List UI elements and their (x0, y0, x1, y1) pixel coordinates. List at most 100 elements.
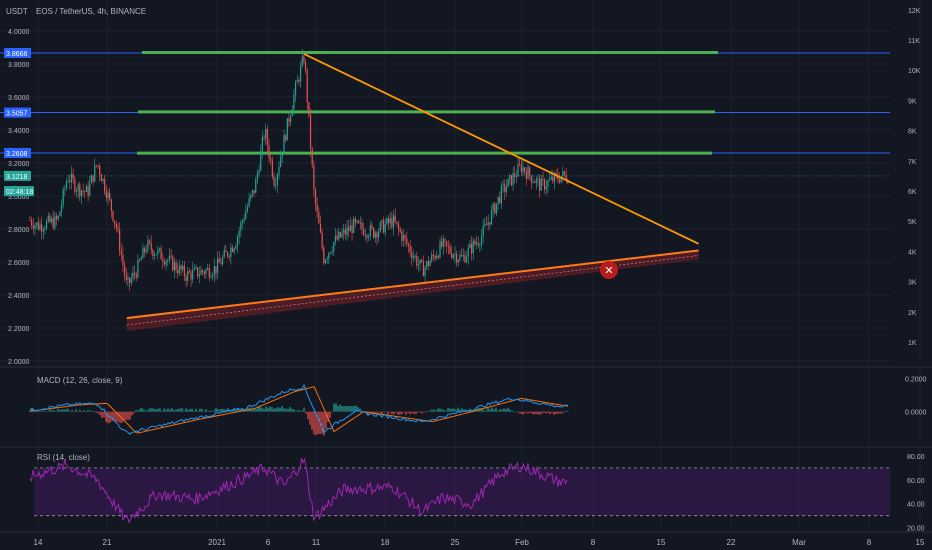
invalidation-marker[interactable]: ✕ (600, 261, 618, 279)
macd-histogram-bar (563, 411, 565, 413)
candle-body (130, 278, 132, 283)
candle-body (396, 221, 398, 224)
candle-body (253, 190, 255, 194)
price-badge-label: 3.8668 (6, 51, 28, 58)
macd-histogram-bar (71, 410, 73, 412)
rsi-tick-label: 80.00 (907, 454, 925, 461)
resistance-zones[interactable] (137, 50, 718, 155)
macd-histogram-bar (529, 411, 531, 413)
candle-body (245, 211, 247, 219)
macd-histogram-bar (111, 411, 113, 421)
macd-histogram-bar (331, 411, 333, 413)
candle-body (39, 224, 41, 230)
macd-histogram-bar (495, 407, 497, 412)
macd-histogram-bar (439, 408, 441, 412)
candle-body (560, 176, 562, 183)
macd-histogram-bar (117, 411, 119, 422)
macd-histogram-bar (343, 406, 345, 412)
candle-body (119, 229, 121, 251)
macd-histogram-bar (299, 410, 301, 412)
candle-body (42, 230, 44, 232)
candle-body (258, 170, 260, 174)
macd-histogram-bar (127, 411, 129, 420)
macd-histogram-bar (503, 408, 505, 412)
candle-body (484, 224, 486, 226)
candle-body (371, 225, 373, 228)
candle-body (107, 192, 109, 199)
macd-histogram-bar (157, 408, 159, 412)
date-tick-label: 8 (591, 538, 596, 547)
macd-histogram-bar (521, 411, 523, 415)
macd-histogram-bar (263, 409, 265, 412)
macd-histogram-bar (423, 411, 425, 413)
currency-label: USDT (6, 7, 28, 16)
candle-body (193, 267, 195, 270)
price-tick-label: 3.8000 (8, 62, 30, 69)
macd-histogram-bar (183, 410, 185, 412)
candle-body (334, 235, 337, 243)
macd-histogram-bar (545, 411, 547, 414)
candle-body (323, 247, 325, 264)
macd-histogram-bar (391, 411, 393, 415)
macd-histogram-bar (99, 411, 101, 416)
macd-histogram-bar (169, 409, 171, 412)
candle-body (382, 220, 385, 233)
candle-body (243, 218, 245, 221)
macd-histogram-bar (405, 411, 407, 415)
macd-histogram-bar (411, 411, 413, 414)
macd-histogram-bar (315, 411, 317, 436)
macd-histogram-bar (199, 408, 201, 412)
candle-body (544, 179, 546, 190)
rsi-tick-label: 40.00 (907, 502, 925, 509)
volume-axis: 12K 11K 10K 9K 8K 7K 6K 5K 4K 3K 2K 1K (908, 8, 921, 347)
candle-body (165, 260, 167, 265)
candle-body (99, 165, 101, 175)
macd-histogram-bar (87, 410, 89, 412)
candle-body (424, 267, 426, 277)
candle-body (402, 235, 405, 241)
marker-circle (600, 261, 618, 279)
candle-body (47, 215, 49, 221)
macd-tick-label: 0.0000 (905, 410, 927, 417)
candle-body (70, 173, 73, 183)
candle-body (216, 258, 219, 273)
candle-body (409, 245, 411, 253)
candle-body (54, 215, 56, 229)
candle-body (285, 135, 287, 141)
macd-histogram-bar (407, 411, 409, 413)
candle-body (79, 184, 81, 197)
macd-histogram-bar (393, 411, 395, 415)
candle-body (344, 229, 346, 235)
trend-lines[interactable] (126, 53, 700, 332)
candle-body (183, 265, 185, 277)
rsi-axis: 80.00 60.00 40.00 20.00 (907, 454, 925, 533)
candle-body (401, 231, 403, 241)
macd-histogram-bar (187, 409, 189, 412)
candle-body (140, 258, 142, 261)
macd-histogram-bar (153, 409, 155, 412)
candle-body (89, 182, 91, 196)
candle-body (461, 255, 463, 257)
candle-body (407, 243, 410, 246)
volume-tick-label: 5K (908, 219, 917, 226)
candle-body (351, 225, 353, 233)
candle-body (31, 220, 33, 226)
candle-body (182, 265, 184, 270)
candle-body (353, 218, 355, 233)
macd-histogram-bar (221, 408, 223, 412)
macd-histogram-bar (171, 408, 173, 412)
candle-body (319, 223, 322, 233)
macd-histogram-bar (279, 408, 281, 412)
candle-body (213, 266, 215, 276)
candle-body (198, 274, 200, 277)
macd-histogram-bar (401, 411, 403, 415)
macd-histogram-bar (129, 411, 131, 420)
candle-body (524, 167, 526, 172)
candle-body (434, 255, 436, 259)
candle-body (74, 179, 76, 192)
macd-histogram-bar (303, 407, 305, 412)
macd-histogram-bar (505, 408, 507, 412)
date-tick-label: Feb (515, 538, 529, 547)
candle-body (489, 222, 491, 225)
